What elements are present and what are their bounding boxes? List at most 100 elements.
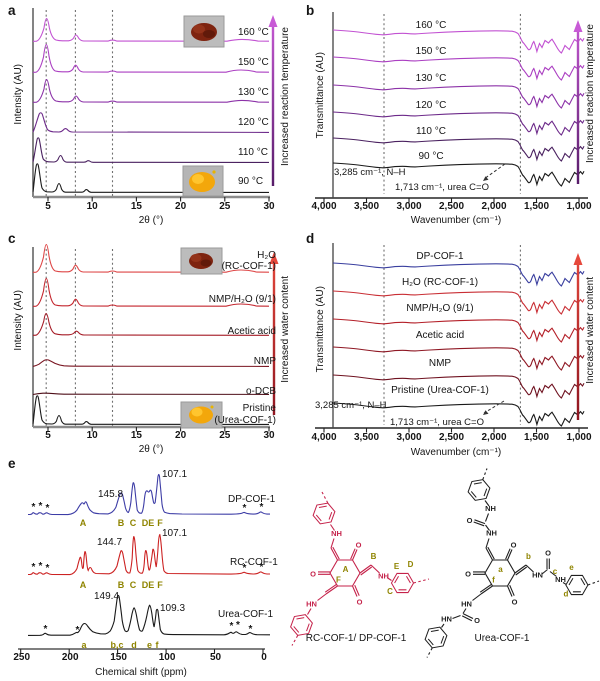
panel-b-letter: b — [306, 3, 315, 18]
reaction-temperature-arrow-a — [268, 15, 278, 186]
series-label-pristine-d: Pristine (Urea-COF-1) — [391, 385, 489, 396]
urea-site-b: b — [526, 552, 531, 561]
panel-e-tick-250: 250 — [13, 652, 31, 663]
panel-e-letter: e — [8, 456, 16, 471]
panel-c-x-title: 2θ (°) — [138, 444, 164, 455]
rc-peak-A: A — [79, 580, 87, 590]
panel-c-tick-15: 15 — [130, 430, 142, 441]
dp-asterisk-5: * — [259, 502, 264, 513]
dp-shift-145: 145.8 — [98, 489, 124, 500]
urea-o-bottom-arm: O — [474, 616, 480, 625]
urea-nh-right2: NH — [555, 575, 566, 584]
urea-o-bottom: O — [512, 598, 518, 607]
panel-a-tick-25: 25 — [219, 201, 231, 212]
nmr-curve-rc-cof1 — [27, 533, 271, 576]
urea-peak-e: e — [146, 640, 152, 650]
urea-o-top: O — [511, 541, 517, 550]
rc-peak-DE: DE — [141, 580, 155, 590]
rc-asterisk-1: * — [31, 562, 36, 573]
panel-b-tick-3000: 3,000 — [396, 201, 422, 212]
rc-peak-B: B — [117, 580, 125, 590]
series-label-150c-a: 150 °C — [238, 57, 269, 68]
urea-peak-f: f — [155, 640, 159, 650]
panel-e-tick-marks — [20, 649, 264, 654]
panel-a-tick-30: 30 — [263, 201, 275, 212]
annotation-arrow-1713-d — [483, 400, 505, 415]
panel-c-tick-10: 10 — [86, 430, 98, 441]
panel-e-tick-200: 200 — [61, 652, 79, 663]
panel-e-plot: O O O NH NH HN A B C D E F — [18, 468, 600, 658]
urea-hn-right1: HN — [532, 571, 543, 580]
structure-rc-dp-cof1: O O O NH NH HN A B C D E F — [288, 491, 430, 646]
panel-a-arrow-label: Increased reaction temperature — [280, 27, 291, 166]
series-label-130c-a: 130 °C — [238, 87, 269, 98]
panel-a-tick-marks — [47, 197, 270, 202]
dp-asterisk-3: * — [45, 503, 50, 514]
panel-d-letter: d — [306, 231, 315, 246]
rc-o-top: O — [356, 541, 362, 550]
series-label-110c-b: 110 °C — [416, 126, 446, 137]
series-label-nmp-h2o: NMP/H₂O (9/1) — [208, 294, 276, 305]
panel-a-tick-20: 20 — [175, 201, 187, 212]
rc-nh-top: NH — [331, 529, 342, 538]
panel-a-guides — [45, 10, 114, 196]
urea-asterisk-4: * — [236, 620, 240, 631]
panel-b-x-title: Wavenumber (cm⁻¹) — [410, 215, 502, 226]
series-label-nmp-d: NMP — [428, 358, 452, 369]
panel-d-y-title: Transmittance (AU) — [315, 286, 326, 373]
annotation-urea-co-d: 1,713 cm⁻¹, urea C=O — [390, 417, 484, 428]
urea-asterisk-1: * — [43, 624, 48, 635]
series-label-odcb: o-DCB — [245, 386, 276, 397]
rc-asterisk-2: * — [38, 561, 43, 572]
urea-o-top-arm: O — [467, 516, 473, 525]
urea-shift-149: 149.4 — [94, 591, 120, 602]
urea-o-left: O — [465, 570, 471, 579]
urea-asterisk-5: * — [248, 624, 253, 635]
series-label-120c-b: 120 °C — [415, 100, 447, 111]
urea-shift-109: 109.3 — [160, 603, 186, 614]
panel-e-x-title: Chemical shift (ppm) — [95, 667, 187, 678]
photo-brown-powder-c — [180, 247, 223, 275]
urea-site-f: f — [492, 576, 495, 585]
urea-peak-bc: b,c — [110, 640, 124, 650]
spectrum-label-dp-cof1: DP-COF-1 — [228, 494, 276, 505]
xrd-curve-120c — [32, 112, 270, 133]
annotation-nh-b: 3,285 cm⁻¹, N–H — [334, 167, 406, 178]
dp-peak-F: F — [157, 518, 163, 528]
panel-a-letter: a — [8, 3, 16, 18]
panel-c-tick-25: 25 — [219, 430, 231, 441]
panel-c-arrow-label: Increased water content — [280, 276, 291, 383]
urea-site-d: d — [564, 590, 569, 599]
panel-d-arrow-label: Increased water content — [585, 277, 596, 384]
dp-asterisk-4: * — [242, 503, 247, 514]
panel-c-tick-marks — [47, 427, 270, 432]
series-label-rc-cof1: (RC-COF-1) — [221, 261, 276, 272]
series-label-acetic-d: Acetic acid — [415, 330, 465, 341]
panel-c-plot — [32, 243, 279, 432]
series-label-dp-cof1-d: DP-COF-1 — [416, 251, 464, 262]
panel-a-tick-10: 10 — [86, 201, 98, 212]
panel-c-letter: c — [8, 231, 16, 246]
rc-site-C: C — [387, 587, 393, 596]
dp-peak-B: B — [117, 518, 125, 528]
panel-b-tick-2500: 2,500 — [438, 201, 465, 212]
panel-d-tick-3000: 3,000 — [396, 432, 422, 443]
urea-site-c: c — [553, 567, 558, 576]
panel-c-guides — [45, 249, 114, 426]
spectrum-label-rc-cof1: RC-COF-1 — [230, 557, 278, 568]
dp-peak-A: A — [79, 518, 87, 528]
panel-e-tick-0: 0 — [261, 652, 267, 663]
panel-b-arrow-label: Increased reaction temperature — [585, 24, 596, 163]
urea-asterisk-3: * — [229, 621, 234, 632]
panel-a-y-title: Intensity (AU) — [13, 64, 24, 125]
panel-b-tick-4000: 4,000 — [311, 201, 337, 212]
structure-label-rc-dp: RC-COF-1/ DP-COF-1 — [305, 633, 407, 644]
panel-d-tick-1500: 1,500 — [523, 432, 550, 443]
urea-peak-d: d — [131, 640, 137, 650]
panel-e-tick-150: 150 — [110, 652, 127, 663]
series-label-urea-cof1: (Urea-COF-1) — [214, 415, 276, 426]
rc-nh-right: NH — [378, 572, 389, 581]
panel-d-plot — [315, 243, 588, 433]
xrd-curve-150c — [32, 43, 270, 73]
panel-d-tick-2000: 2,000 — [481, 432, 507, 443]
